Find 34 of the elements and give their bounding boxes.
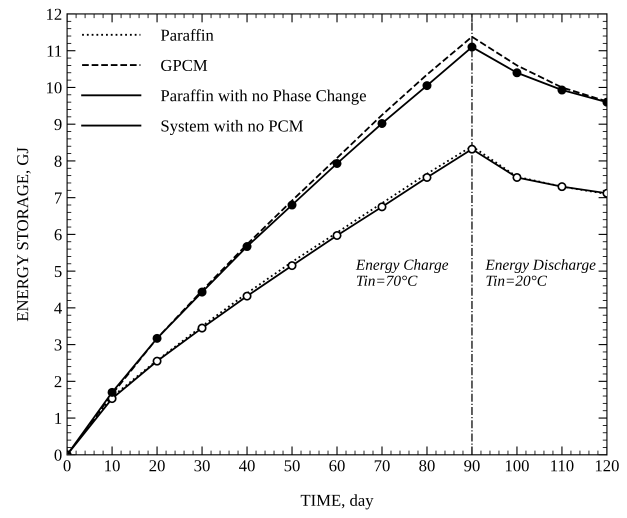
x-tick-label: 10 <box>105 460 120 472</box>
y-tick-label: 8 <box>54 156 62 167</box>
y-tick-label: 5 <box>54 266 62 278</box>
x-tick-label: 90 <box>464 460 480 472</box>
legend-label: Paraffin <box>160 28 214 41</box>
y-axis-title: ENERGY STORAGE, GJ <box>17 147 31 322</box>
x-tick-label: 50 <box>284 460 300 472</box>
x-tick-label: 0 <box>64 460 71 472</box>
x-tick-label: 100 <box>506 460 529 472</box>
y-tick-label: 11 <box>48 46 62 57</box>
x-tick-label: 80 <box>419 460 435 472</box>
y-tick-label: 9 <box>54 118 62 130</box>
x-tick-label: 70 <box>374 460 390 472</box>
x-tick-label: 110 <box>551 460 574 472</box>
y-tick-label: 4 <box>54 302 62 314</box>
annotation: Energy Discharge Tin=20°C <box>485 259 596 286</box>
legend-label: GPCM <box>161 60 208 72</box>
x-tick-label: 120 <box>596 460 619 472</box>
y-tick-label: 12 <box>47 8 62 20</box>
legend-label: Paraffin with no Phase Change <box>160 89 366 105</box>
x-tick-label: 20 <box>149 460 165 472</box>
x-tick-label: 30 <box>194 460 210 472</box>
annotation: Energy Charge Tin=70°C <box>356 259 448 286</box>
y-tick-label: 10 <box>47 82 62 94</box>
x-axis-title: TIME, day <box>300 494 374 510</box>
y-tick-label: 1 <box>55 412 62 424</box>
y-tick-label: 2 <box>54 376 62 388</box>
y-tick-label: 7 <box>54 192 62 204</box>
x-tick-label: 40 <box>239 460 255 472</box>
y-tick-label: 6 <box>54 229 62 240</box>
x-tick-label: 60 <box>329 460 345 472</box>
legend-label: System with no PCM <box>162 120 304 136</box>
y-tick-label: 3 <box>54 339 62 351</box>
y-tick-label: 0 <box>54 450 62 461</box>
